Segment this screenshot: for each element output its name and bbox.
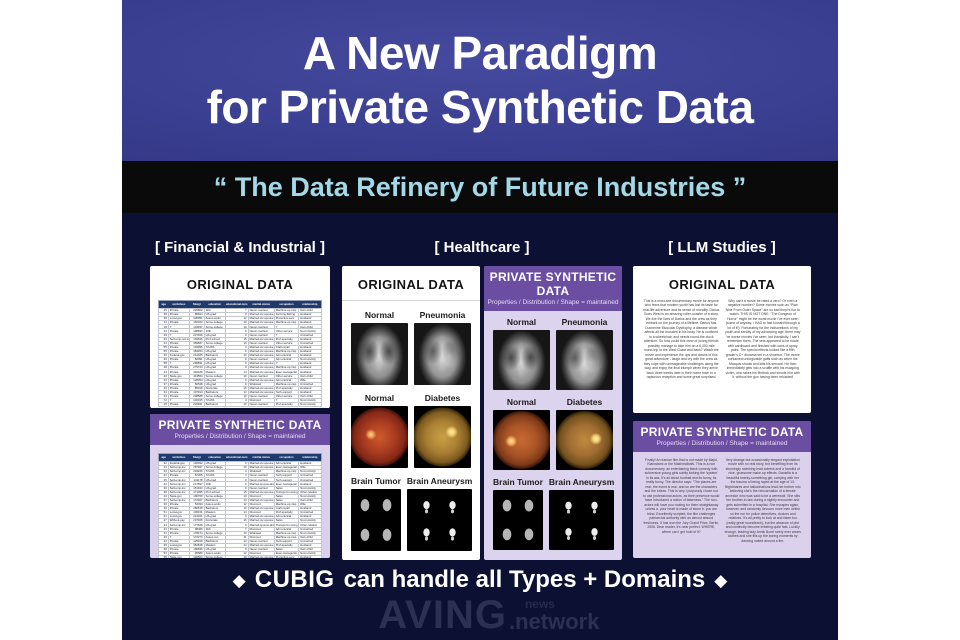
llm-synthetic-text-right: Very strange but occasionally elegant ex… <box>724 458 801 543</box>
fundus-diabetes-synthetic-image <box>556 410 613 470</box>
financial-synthetic-subtitle: Properties / Distribution / Shape = main… <box>174 433 306 440</box>
image-row: Normal Diabetes <box>484 397 622 470</box>
chest-xray-pneumonia-image <box>414 323 471 385</box>
label-xray-normal-synthetic: Normal <box>506 317 537 327</box>
banner-text: “ The Data Refinery of Future Industries… <box>213 171 747 202</box>
poster: A New Paradigm for Private Synthetic Dat… <box>122 0 838 640</box>
watermark-main: AVING <box>378 593 507 637</box>
image-cell: Diabetes <box>556 397 613 470</box>
watermark-network: .network <box>508 609 600 634</box>
healthcare-synthetic-subtitle: Properties / Distribution / Shape = main… <box>487 299 619 306</box>
healthcare-synthetic-header: PRIVATE SYNTHETIC DATA Properties / Dist… <box>484 266 622 311</box>
watermark-news: news <box>524 597 555 611</box>
label-xray-pneumonia: Pneumonia <box>419 310 466 320</box>
llm-original-text-right: Why can't a movie be rated a zero? Or ev… <box>725 299 801 380</box>
hero-section: A New Paradigm for Private Synthetic Dat… <box>122 0 838 161</box>
image-cell: Brain Tumor <box>493 477 543 550</box>
chest-xray-normal-synthetic-image <box>493 330 550 390</box>
fundus-normal-synthetic-image <box>493 410 550 470</box>
brain-tumor-synthetic-image <box>493 490 543 550</box>
image-cell: Diabetes <box>414 393 471 468</box>
healthcare-synthetic-title: PRIVATE SYNTHETIC DATA <box>489 270 617 298</box>
divider <box>342 300 480 301</box>
image-row: Normal Diabetes <box>342 393 480 468</box>
financial-synthetic-table: age workclass fnlwgt education educational-n… <box>158 453 322 558</box>
chest-xray-pneumonia-synthetic-image <box>556 330 613 390</box>
tagline-brand: CUBIG <box>254 566 335 593</box>
image-row: Normal Pneumonia <box>484 317 622 390</box>
image-cell: Normal <box>493 317 550 390</box>
watermark-tail: news .network <box>509 598 599 633</box>
financial-original-title: ORIGINAL DATA <box>186 277 294 292</box>
financial-synthetic-title: PRIVATE SYNTHETIC DATA <box>158 418 322 432</box>
image-cell: Normal <box>351 393 408 468</box>
healthcare-original-title: ORIGINAL DATA <box>357 277 465 292</box>
label-fundus-diabetes: Diabetes <box>424 393 461 403</box>
financial-original-table: age workclass fnlwgt education educational-n… <box>158 300 322 408</box>
label-xray-normal: Normal <box>364 310 395 320</box>
fundus-normal-image <box>351 406 408 468</box>
llm-synthetic-title: PRIVATE SYNTHETIC DATA <box>640 425 804 439</box>
watermark: AVING news .network <box>378 593 599 637</box>
column-label-llm: [ LLM Studies ] <box>668 239 776 256</box>
financial-original-card: ORIGINAL DATA age workclass fnlwgt educatio… <box>150 266 330 408</box>
llm-synthetic-text-left: Finally! An Iranian film that is not mad… <box>643 458 720 534</box>
llm-original-text-left: This is a must-see documentary movie for… <box>643 299 720 380</box>
poster-title-line1: A New Paradigm <box>302 27 658 80</box>
tagline-text: can handle all Types + Domains <box>343 566 706 593</box>
banner-section: “ The Data Refinery of Future Industries… <box>122 161 838 213</box>
image-cell: Brain Tumor <box>351 476 401 551</box>
label-brain-tumor-synthetic: Brain Tumor <box>493 477 543 487</box>
llm-synthetic-subtitle: Properties / Distribution / Shape = main… <box>656 440 788 447</box>
label-fundus-diabetes-synthetic: Diabetes <box>566 397 603 407</box>
brain-tumor-image <box>351 489 401 551</box>
image-row: Brain Tumor Brain Aneurysm <box>342 476 480 551</box>
label-brain-aneurysm: Brain Aneurysm <box>406 476 473 486</box>
image-cell: Brain Aneurysm <box>548 477 615 550</box>
financial-synthetic-card: PRIVATE SYNTHETIC DATA Properties / Dist… <box>150 414 330 558</box>
brain-aneurysm-synthetic-image <box>548 490 615 550</box>
label-xray-pneumonia-synthetic: Pneumonia <box>561 317 608 327</box>
llm-original-title: ORIGINAL DATA <box>668 277 776 292</box>
brain-aneurysm-image <box>406 489 473 551</box>
image-cell: Normal <box>493 397 550 470</box>
column-label-healthcare: [ Healthcare ] <box>434 239 530 256</box>
poster-title-line2: for Private Synthetic Data <box>206 80 754 133</box>
diamond-icon: ◆ <box>232 570 246 590</box>
image-row: Normal Pneumonia <box>342 310 480 385</box>
llm-original-text: This is a must-see documentary movie for… <box>633 299 811 380</box>
poster-title: A New Paradigm for Private Synthetic Dat… <box>207 27 754 134</box>
image-cell: Normal <box>351 310 408 385</box>
financial-synthetic-header: PRIVATE SYNTHETIC DATA Properties / Dist… <box>150 414 330 445</box>
tagline: ◆ CUBIG can handle all Types + Domains ◆ <box>122 566 838 594</box>
llm-original-card: ORIGINAL DATA This is a must-see documen… <box>633 266 811 413</box>
label-fundus-normal-synthetic: Normal <box>506 397 537 407</box>
fundus-diabetes-image <box>414 406 471 468</box>
label-brain-tumor: Brain Tumor <box>351 476 401 486</box>
healthcare-original-card: ORIGINAL DATA Normal Pneumonia Normal <box>342 266 480 560</box>
image-cell: Brain Aneurysm <box>406 476 473 551</box>
llm-synthetic-header: PRIVATE SYNTHETIC DATA Properties / Dist… <box>633 421 811 452</box>
image-cell: Pneumonia <box>556 317 613 390</box>
healthcare-synthetic-card: PRIVATE SYNTHETIC DATA Properties / Dist… <box>484 266 622 560</box>
label-brain-aneurysm-synthetic: Brain Aneurysm <box>548 477 615 487</box>
label-fundus-normal: Normal <box>364 393 395 403</box>
column-label-financial: [ Financial & Industrial ] <box>154 239 326 256</box>
image-cell: Pneumonia <box>414 310 471 385</box>
image-row: Brain Tumor Brain Aneurysm <box>484 477 622 550</box>
healthcare-original-grid: Normal Pneumonia Normal Diabetes <box>342 310 480 551</box>
llm-synthetic-card: PRIVATE SYNTHETIC DATA Properties / Dist… <box>633 421 811 558</box>
healthcare-synthetic-grid: Normal Pneumonia Normal Diabetes <box>484 317 622 550</box>
llm-synthetic-text: Finally! An Iranian film that is not mad… <box>633 458 811 543</box>
diamond-icon: ◆ <box>714 570 728 590</box>
chest-xray-normal-image <box>351 323 408 385</box>
